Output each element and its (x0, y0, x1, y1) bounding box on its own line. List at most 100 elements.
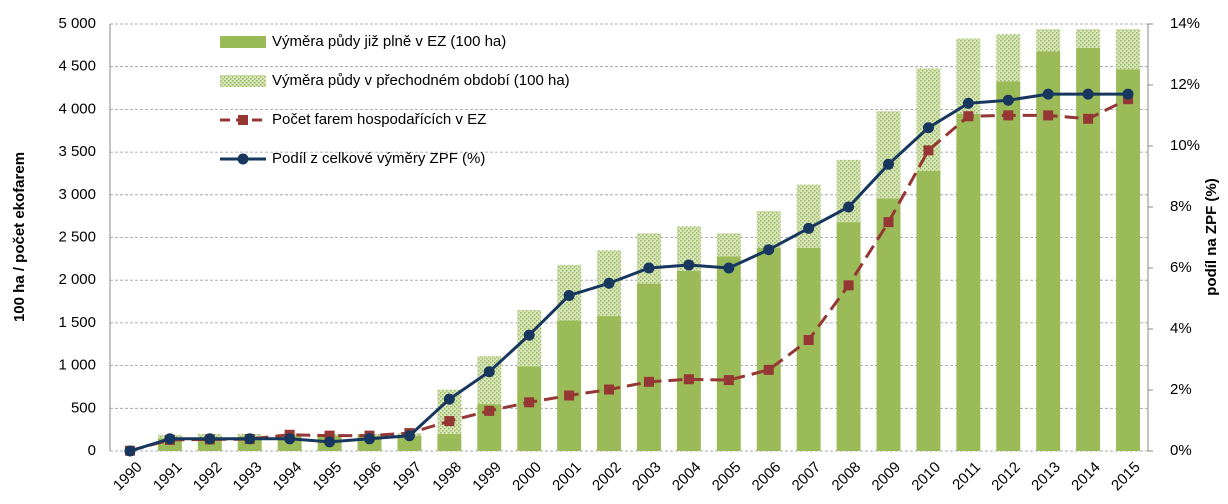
marker (524, 397, 535, 408)
line (129, 97, 1129, 453)
marker (883, 158, 894, 170)
bar (1116, 29, 1141, 70)
marker (803, 222, 815, 234)
y-tick-label: 500 (71, 399, 96, 416)
bar (796, 184, 821, 248)
y-tick-label: 2 500 (58, 228, 96, 245)
marker (1003, 110, 1014, 121)
marker (843, 280, 854, 291)
x-tick-label: 2005 (709, 459, 745, 495)
x-tick-label: 2015 (1108, 459, 1144, 495)
y2-tick-label: 12% (1170, 76, 1200, 93)
bar (716, 256, 741, 451)
y-tick-label: 1 000 (58, 357, 96, 374)
bar (1076, 29, 1101, 48)
y2-tick-label: 14% (1170, 15, 1200, 32)
bar (676, 270, 701, 451)
marker (843, 201, 855, 213)
x-tick-label: 1996 (350, 459, 386, 495)
marker (403, 430, 415, 442)
y-tick-label: 0 (88, 442, 96, 459)
marker (324, 436, 336, 448)
marker (962, 97, 974, 109)
marker (763, 364, 774, 375)
bar (956, 113, 981, 452)
marker (523, 329, 535, 341)
bar (676, 226, 701, 271)
x-tick-label: 2000 (509, 459, 545, 495)
bar (876, 111, 901, 199)
y2-tick-label: 6% (1170, 259, 1192, 276)
x-tick-label: 2010 (908, 459, 944, 495)
bar (796, 247, 821, 451)
marker (803, 334, 814, 345)
marker (564, 390, 575, 401)
legend-marker (238, 115, 248, 125)
marker (603, 277, 615, 289)
y2-tick-label: 0% (1170, 442, 1192, 459)
y2-tick-label: 10% (1170, 137, 1200, 154)
marker (443, 393, 455, 405)
bar (1116, 69, 1141, 452)
x-tick-label: 2011 (949, 459, 984, 494)
marker (324, 430, 335, 441)
marker (1122, 88, 1134, 100)
x-tick-label: 1992 (190, 459, 226, 495)
y-tick-label: 2 000 (58, 271, 96, 288)
marker (1002, 94, 1014, 106)
bar (437, 433, 462, 451)
bar (557, 320, 582, 451)
x-tick-label: 2014 (1068, 459, 1104, 495)
legend-marker (237, 153, 249, 165)
x-tick-label: 1990 (110, 459, 146, 495)
legend-swatch (220, 75, 266, 87)
bar (477, 404, 502, 451)
x-tick-label: 1998 (429, 459, 465, 495)
x-tick-label: 2012 (988, 459, 1024, 495)
x-tick-label: 1994 (270, 459, 306, 495)
marker (484, 405, 495, 416)
marker (164, 433, 176, 445)
bar (636, 283, 661, 451)
marker (723, 375, 734, 386)
marker (1042, 88, 1054, 100)
x-tick-label: 2002 (589, 459, 625, 495)
marker (483, 366, 495, 378)
bar (636, 233, 661, 284)
marker (723, 262, 735, 274)
marker (683, 259, 695, 271)
x-tick-label: 1999 (469, 459, 505, 495)
marker (284, 433, 296, 445)
marker (444, 416, 455, 427)
marker (643, 376, 654, 387)
y2-tick-label: 8% (1170, 198, 1192, 215)
bar (397, 435, 422, 451)
bar (1036, 29, 1061, 52)
marker (1043, 110, 1054, 121)
y2-axis-title: podíl na ZPF (%) (1203, 178, 1220, 296)
marker (763, 244, 775, 256)
line (129, 92, 1129, 453)
marker (204, 433, 216, 445)
y-axis-title: 100 ha / počet ekofarem (11, 152, 28, 322)
x-tick-label: 1991 (150, 459, 186, 495)
marker (604, 384, 615, 395)
marker (963, 111, 974, 122)
x-tick-label: 1997 (389, 459, 425, 495)
bar (916, 170, 941, 451)
y2-tick-label: 2% (1170, 381, 1192, 398)
bar (756, 247, 781, 451)
bar (996, 81, 1021, 451)
bar (956, 38, 981, 114)
marker (922, 122, 934, 134)
bar (517, 366, 542, 451)
legend-label: Počet farem hospodařících v EZ (272, 111, 486, 128)
marker (124, 445, 136, 457)
marker (364, 433, 375, 445)
legend-swatch (220, 36, 266, 48)
y-tick-label: 3 000 (58, 186, 96, 203)
marker (1082, 88, 1094, 100)
bar (1076, 47, 1101, 452)
y-tick-label: 4 500 (58, 58, 96, 75)
